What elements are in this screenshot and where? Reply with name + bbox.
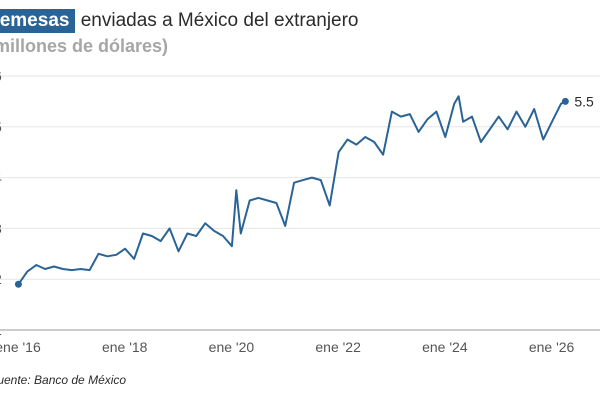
y-tick-label: 6 [0,68,2,84]
x-tick-label: ene '26 [529,339,575,355]
title-highlight: Remesas [0,9,76,33]
x-tick-label: ene '18 [102,339,148,355]
series-start-point [14,280,22,288]
chart-title: Remesas enviadas a México del extranjero [0,9,359,33]
title-rest: enviadas a México del extranjero [75,10,359,31]
series-end-point [561,97,569,105]
y-tick-label: 5 [0,119,2,135]
series-line [17,95,567,286]
x-tick-label: ene '22 [315,339,361,355]
x-tick-label: ene '20 [209,339,255,355]
y-tick-label: 2 [0,271,2,287]
source-note: Fuente: Banco de México [0,373,127,387]
y-tick-label: 4 [0,170,2,186]
chart-subtitle: (millones de dólares) [0,36,169,56]
x-tick-label: ene '16 [0,339,41,355]
y-tick-label: 3 [0,220,2,236]
x-tick-label: ene '24 [422,339,468,355]
end-value-label: 5.5 [574,93,594,109]
